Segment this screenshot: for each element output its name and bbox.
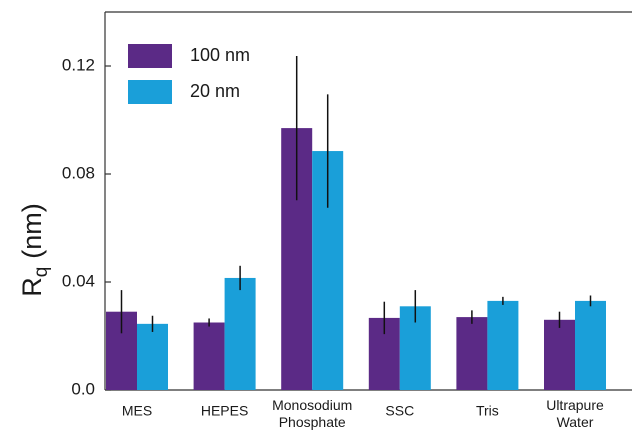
x-tick-label: Ultrapure Water	[546, 397, 604, 430]
y-tick-label: 0.0	[71, 379, 95, 398]
bar	[575, 300, 606, 390]
x-tick-label: Monosodium Phosphate	[272, 397, 352, 430]
y-tick-label: 0.08	[62, 163, 95, 182]
x-tick-label-line: Ultrapure	[546, 397, 604, 413]
bar	[193, 322, 225, 390]
x-tick-label: Tris	[476, 403, 499, 419]
x-tick-label: HEPES	[201, 403, 248, 419]
y-label-main: R	[17, 277, 47, 297]
bar	[137, 323, 168, 390]
x-tick-label-line: Phosphate	[279, 414, 346, 430]
x-tick-label-line: Monosodium	[272, 397, 352, 413]
legend-label: 100 nm	[190, 45, 250, 65]
y-tick-label: 0.12	[62, 55, 95, 74]
y-label-sub: q	[31, 267, 52, 278]
x-tick-label: MES	[122, 403, 152, 419]
x-tick-label: SSC	[385, 403, 414, 419]
legend-swatch	[128, 80, 172, 104]
bar	[487, 300, 519, 390]
legend-swatch	[128, 44, 172, 68]
bar	[544, 319, 575, 390]
y-axis-label: Rq (nm)	[17, 203, 52, 297]
bar	[456, 317, 488, 390]
y-label-unit: (nm)	[17, 203, 47, 259]
x-tick-label-line: Water	[557, 414, 594, 430]
legend-label: 20 nm	[190, 81, 240, 101]
y-tick-label: 0.04	[62, 271, 95, 290]
bar	[224, 277, 256, 390]
